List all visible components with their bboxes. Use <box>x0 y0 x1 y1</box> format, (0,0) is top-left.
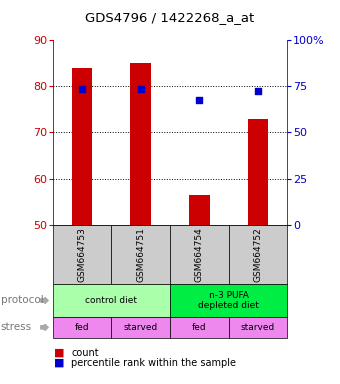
Text: percentile rank within the sample: percentile rank within the sample <box>71 358 236 368</box>
Text: ■: ■ <box>54 348 65 358</box>
Bar <box>248 119 268 225</box>
Bar <box>72 68 92 225</box>
Text: stress: stress <box>1 322 32 333</box>
Text: GSM664752: GSM664752 <box>254 227 262 282</box>
Text: count: count <box>71 348 99 358</box>
Text: GSM664754: GSM664754 <box>195 227 204 282</box>
Text: control diet: control diet <box>85 296 137 305</box>
Text: n-3 PUFA
depleted diet: n-3 PUFA depleted diet <box>198 291 259 310</box>
Point <box>197 97 202 103</box>
Text: GSM664751: GSM664751 <box>136 227 145 282</box>
Bar <box>189 195 209 225</box>
Text: ■: ■ <box>54 358 65 368</box>
Point <box>79 86 85 92</box>
Bar <box>131 63 151 225</box>
Text: GSM664753: GSM664753 <box>78 227 86 282</box>
Text: starved: starved <box>241 323 275 332</box>
Text: fed: fed <box>192 323 207 332</box>
Text: GDS4796 / 1422268_a_at: GDS4796 / 1422268_a_at <box>85 11 255 24</box>
Point <box>138 86 143 92</box>
Text: fed: fed <box>75 323 89 332</box>
Text: starved: starved <box>123 323 158 332</box>
Point <box>255 88 261 94</box>
Text: protocol: protocol <box>1 295 44 306</box>
